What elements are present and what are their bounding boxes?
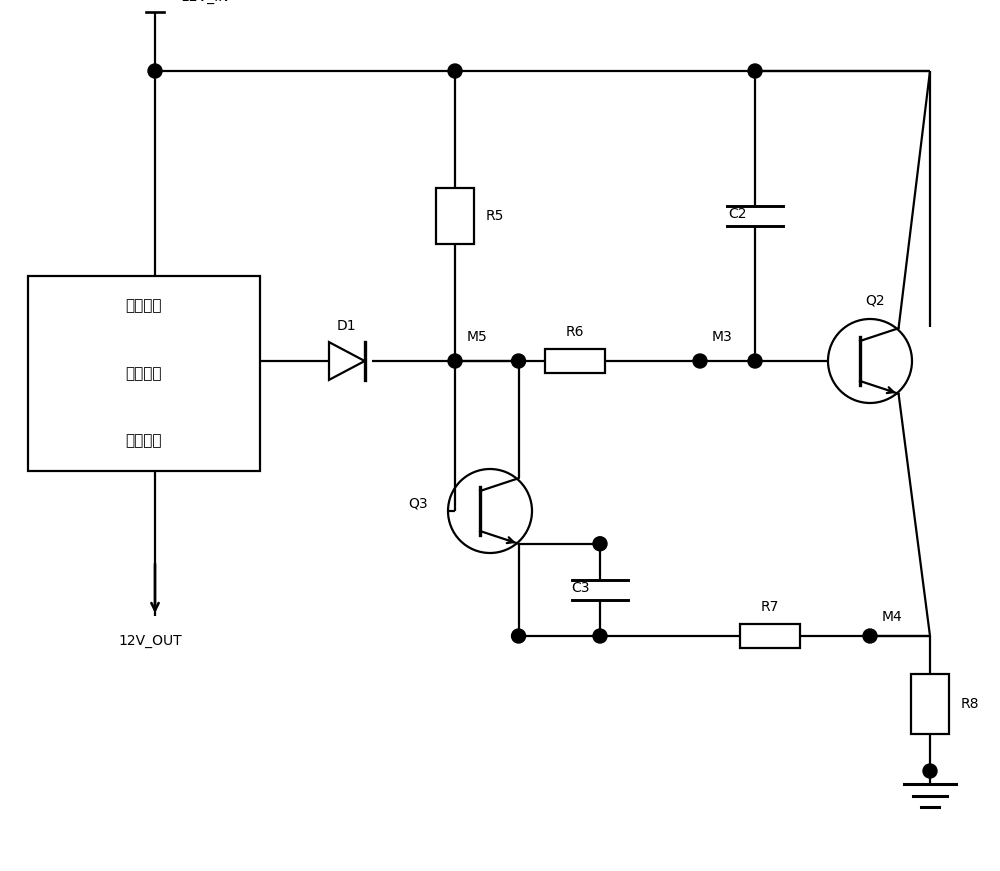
- Circle shape: [923, 764, 937, 778]
- Text: Q3: Q3: [408, 496, 428, 510]
- Circle shape: [512, 629, 526, 643]
- Bar: [740, 624, 800, 648]
- Text: R6: R6: [566, 325, 584, 339]
- Text: 电源输出: 电源输出: [126, 434, 162, 449]
- Text: M3: M3: [712, 330, 733, 344]
- Bar: [911, 673, 949, 733]
- Text: 电源输入: 电源输入: [126, 299, 162, 314]
- Text: Q2: Q2: [865, 293, 885, 307]
- Circle shape: [863, 629, 877, 643]
- Text: C3: C3: [572, 581, 590, 595]
- Bar: [28, 276, 260, 471]
- Circle shape: [748, 354, 762, 368]
- Circle shape: [593, 537, 607, 550]
- Bar: [545, 349, 605, 373]
- Text: 12V_OUT: 12V_OUT: [118, 634, 182, 648]
- Text: M4: M4: [882, 610, 903, 624]
- Text: R5: R5: [486, 209, 504, 223]
- Bar: [436, 188, 474, 244]
- Text: D1: D1: [336, 319, 356, 333]
- Text: C2: C2: [728, 207, 747, 221]
- Circle shape: [148, 64, 162, 78]
- Text: M5: M5: [467, 330, 488, 344]
- Circle shape: [693, 354, 707, 368]
- Text: R7: R7: [761, 600, 779, 614]
- Circle shape: [512, 354, 526, 368]
- Polygon shape: [329, 342, 365, 380]
- Circle shape: [448, 64, 462, 78]
- Circle shape: [748, 64, 762, 78]
- Text: 12V_IN: 12V_IN: [180, 0, 228, 4]
- Circle shape: [448, 354, 462, 368]
- Text: R8: R8: [961, 697, 980, 711]
- Circle shape: [593, 629, 607, 643]
- Text: 电源使能: 电源使能: [126, 366, 162, 381]
